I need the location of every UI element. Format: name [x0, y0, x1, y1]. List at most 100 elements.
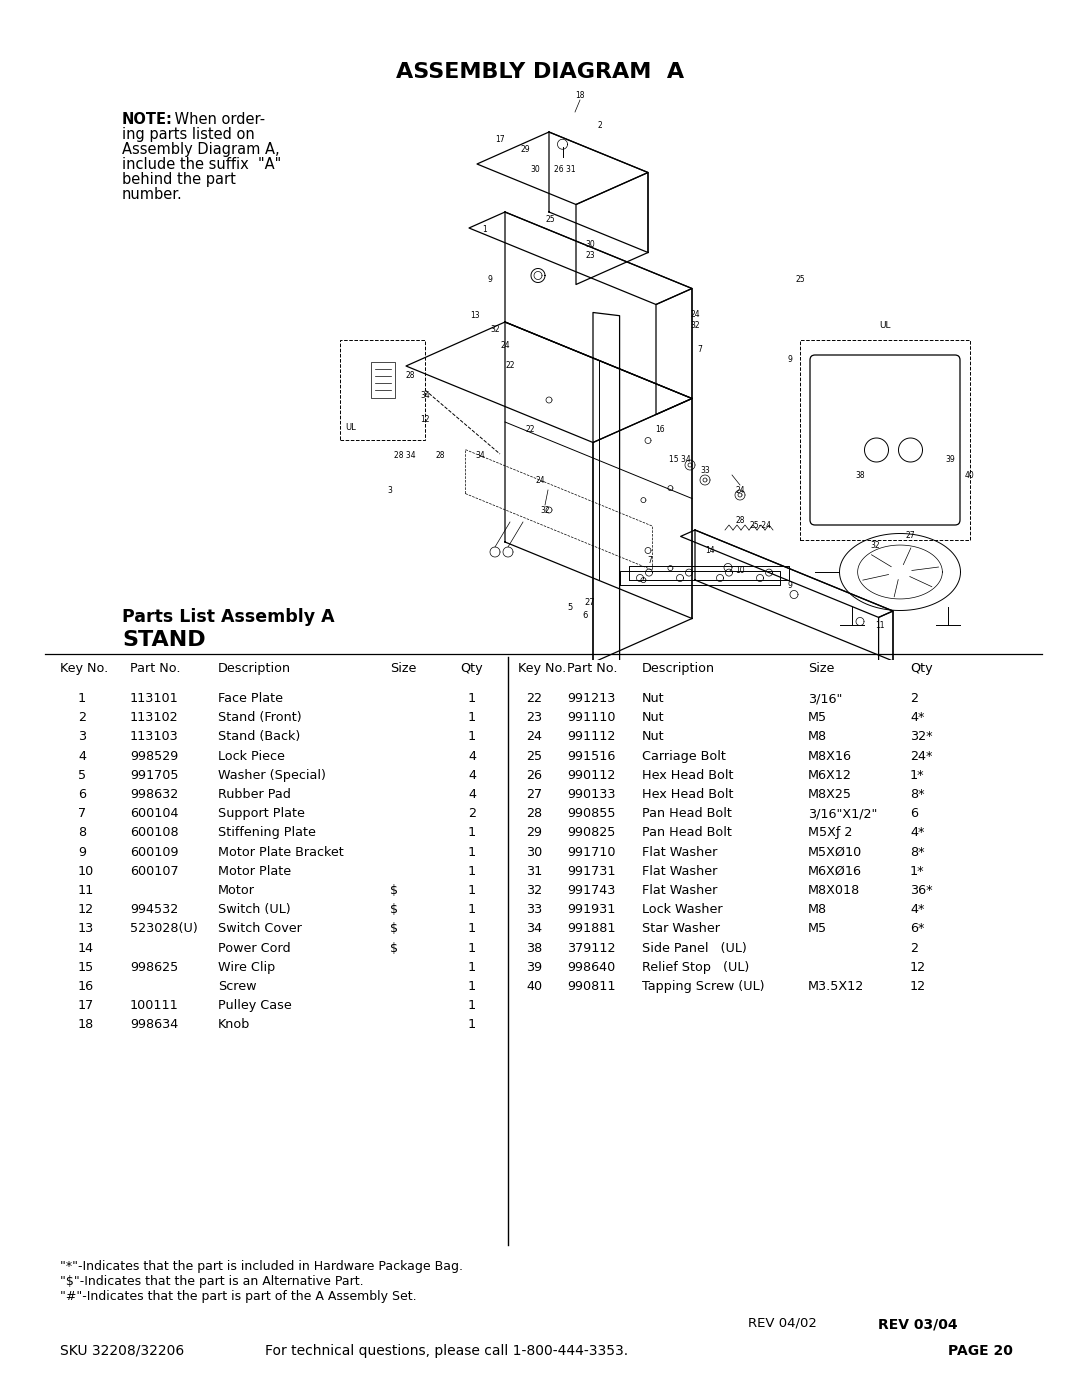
Text: 991743: 991743	[567, 884, 616, 897]
Text: 39: 39	[945, 455, 955, 464]
Text: Flat Washer: Flat Washer	[642, 884, 717, 897]
Text: 2: 2	[597, 120, 603, 130]
Text: M3.5X12: M3.5X12	[808, 981, 864, 993]
Text: SKU 32208/32206: SKU 32208/32206	[60, 1344, 185, 1358]
Text: Stand (Front): Stand (Front)	[218, 711, 301, 724]
Text: 32: 32	[870, 541, 880, 549]
Text: Carriage Bolt: Carriage Bolt	[642, 750, 726, 763]
Text: Motor Plate: Motor Plate	[218, 865, 292, 877]
Text: 26: 26	[526, 768, 542, 782]
Text: 4: 4	[468, 768, 476, 782]
Text: Key No.: Key No.	[518, 662, 566, 675]
Text: 1*: 1*	[910, 768, 924, 782]
Text: Description: Description	[218, 662, 292, 675]
Text: 15: 15	[78, 961, 94, 974]
Text: 22: 22	[525, 426, 535, 434]
Text: 28 34: 28 34	[394, 450, 416, 460]
Text: 4: 4	[78, 750, 86, 763]
Text: 379112: 379112	[567, 942, 616, 954]
Text: 17: 17	[496, 136, 504, 144]
Bar	[340, 339, 426, 440]
Text: $: $	[390, 942, 399, 954]
Text: 32: 32	[526, 884, 542, 897]
Text: 991731: 991731	[567, 865, 616, 877]
Text: For technical questions, please call 1-800-444-3353.: For technical questions, please call 1-8…	[265, 1344, 629, 1358]
Text: 1: 1	[468, 904, 476, 916]
Text: 25: 25	[795, 275, 805, 285]
Text: 6: 6	[582, 610, 588, 620]
Text: 8*: 8*	[910, 845, 924, 859]
Text: 27: 27	[526, 788, 542, 800]
Text: 113102: 113102	[130, 711, 178, 724]
Text: 22: 22	[505, 360, 515, 369]
Text: Nut: Nut	[642, 711, 664, 724]
Text: 29: 29	[526, 827, 542, 840]
Text: include the suffix  "A": include the suffix "A"	[122, 156, 281, 172]
Bar	[370, 362, 394, 398]
Text: 10: 10	[735, 566, 745, 574]
Text: 9: 9	[787, 355, 793, 365]
Text: Wire Clip: Wire Clip	[218, 961, 275, 974]
Text: Qty: Qty	[910, 662, 933, 675]
Text: 600108: 600108	[130, 827, 178, 840]
Text: M8X25: M8X25	[808, 788, 852, 800]
Text: 28: 28	[735, 515, 745, 524]
Text: number.: number.	[122, 187, 183, 203]
Text: 12: 12	[78, 904, 94, 916]
Text: 1: 1	[468, 942, 476, 954]
Text: 34: 34	[526, 922, 542, 936]
Text: 4*: 4*	[910, 827, 924, 840]
Text: 2: 2	[910, 692, 918, 705]
Text: 991516: 991516	[567, 750, 616, 763]
Text: 27: 27	[905, 531, 915, 539]
Text: M6XØ16: M6XØ16	[808, 865, 862, 877]
Text: 13: 13	[78, 922, 94, 936]
Text: 113101: 113101	[130, 692, 179, 705]
Text: Screw: Screw	[218, 981, 257, 993]
Text: 9: 9	[787, 581, 793, 590]
Text: 18: 18	[576, 91, 584, 99]
Text: Flat Washer: Flat Washer	[642, 845, 717, 859]
Text: Part No.: Part No.	[130, 662, 180, 675]
Text: Lock Washer: Lock Washer	[642, 904, 723, 916]
Text: 1: 1	[468, 845, 476, 859]
Text: 29: 29	[521, 145, 530, 155]
Text: 3: 3	[78, 731, 86, 743]
Text: 998632: 998632	[130, 788, 178, 800]
Text: Assembly Diagram A,: Assembly Diagram A,	[122, 142, 280, 156]
Text: 34: 34	[475, 450, 485, 460]
Text: 7: 7	[78, 807, 86, 820]
Text: 990855: 990855	[567, 807, 616, 820]
Text: Pan Head Bolt: Pan Head Bolt	[642, 827, 732, 840]
Text: M5: M5	[808, 711, 827, 724]
Text: 28: 28	[435, 450, 445, 460]
Text: 991710: 991710	[567, 845, 616, 859]
Text: Lock Piece: Lock Piece	[218, 750, 285, 763]
Text: 30: 30	[530, 165, 540, 175]
Text: 12: 12	[910, 981, 927, 993]
Text: Key No.: Key No.	[60, 662, 108, 675]
Text: 32: 32	[540, 506, 550, 514]
Text: 3: 3	[388, 486, 392, 495]
Text: M8X16: M8X16	[808, 750, 852, 763]
Text: 4: 4	[468, 750, 476, 763]
Text: 994532: 994532	[130, 904, 178, 916]
Text: 1: 1	[468, 999, 476, 1013]
Text: Nut: Nut	[642, 692, 664, 705]
Text: Switch (UL): Switch (UL)	[218, 904, 291, 916]
Text: $: $	[390, 884, 399, 897]
Text: 991213: 991213	[567, 692, 616, 705]
Text: 13: 13	[470, 310, 480, 320]
Text: M8X018: M8X018	[808, 884, 861, 897]
Text: Stiffening Plate: Stiffening Plate	[218, 827, 315, 840]
Text: 8: 8	[78, 827, 86, 840]
Text: 16: 16	[656, 426, 665, 434]
Text: 1: 1	[78, 692, 86, 705]
Text: STAND: STAND	[122, 630, 205, 650]
Text: Pan Head Bolt: Pan Head Bolt	[642, 807, 732, 820]
Text: 9: 9	[487, 275, 492, 285]
Text: NOTE:: NOTE:	[122, 112, 173, 127]
Text: 2: 2	[78, 711, 86, 724]
Text: 990112: 990112	[567, 768, 616, 782]
Text: 5: 5	[567, 604, 572, 612]
